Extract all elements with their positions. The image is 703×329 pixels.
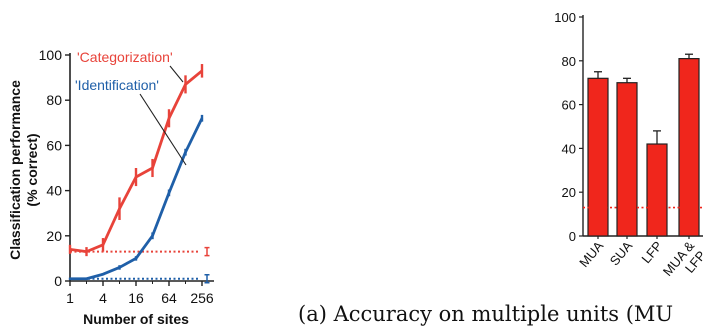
bar-y-tick-label-100: 100 <box>554 10 576 25</box>
y-tick-label-80: 80 <box>46 92 62 108</box>
bar-category-label-part: MUA <box>576 238 606 270</box>
bar-category-label-3: MUA &LFP <box>660 238 703 289</box>
y-axis-label: Classification performance(% correct) <box>7 80 40 260</box>
legend-leader-line <box>139 93 187 166</box>
bar-mua-lfp <box>678 58 700 237</box>
y-tick-label-0: 0 <box>54 273 62 289</box>
figure-caption: (a) Accuracy on multiple units (MU <box>298 302 674 326</box>
x-tick-label-4: 4 <box>99 290 107 306</box>
bar-category-label-0: MUA <box>576 238 606 270</box>
bar-category-label-part: SUA <box>607 238 636 268</box>
y-tick-label-100: 100 <box>39 47 63 63</box>
bar-lfp <box>646 143 668 237</box>
legend-label-categorization: 'Categorization' <box>77 49 173 65</box>
y-tick-label-20: 20 <box>46 228 62 244</box>
y-axis-label-line-1: Classification performance <box>7 80 23 260</box>
y-tick-label-40: 40 <box>46 183 62 199</box>
x-tick-label-64: 64 <box>161 290 177 306</box>
bar-sua <box>616 82 638 237</box>
series-line-identification <box>70 117 204 281</box>
bar-mua <box>587 77 609 237</box>
y-axis-label-line-2: (% correct) <box>24 133 40 206</box>
bar-y-tick-label-0: 0 <box>569 229 576 244</box>
x-tick-label-16: 16 <box>128 290 144 306</box>
x-axis-label: Number of sites <box>83 311 189 327</box>
x-tick-label-256: 256 <box>190 290 214 306</box>
bar-y-tick-label-60: 60 <box>562 98 576 113</box>
legend-label-identification: 'Identification' <box>75 77 159 93</box>
bar-y-tick-label-40: 40 <box>562 141 576 156</box>
bar-y-tick-label-20: 20 <box>562 185 576 200</box>
bar-category-label-1: SUA <box>607 238 636 268</box>
bar-category-label-part: LFP <box>638 238 665 266</box>
y-tick-label-60: 60 <box>46 137 62 153</box>
legend-leader-line <box>169 65 184 83</box>
x-tick-label-1: 1 <box>66 290 74 306</box>
bar-category-label-2: LFP <box>638 238 665 266</box>
bar-y-tick-label-80: 80 <box>562 54 576 69</box>
